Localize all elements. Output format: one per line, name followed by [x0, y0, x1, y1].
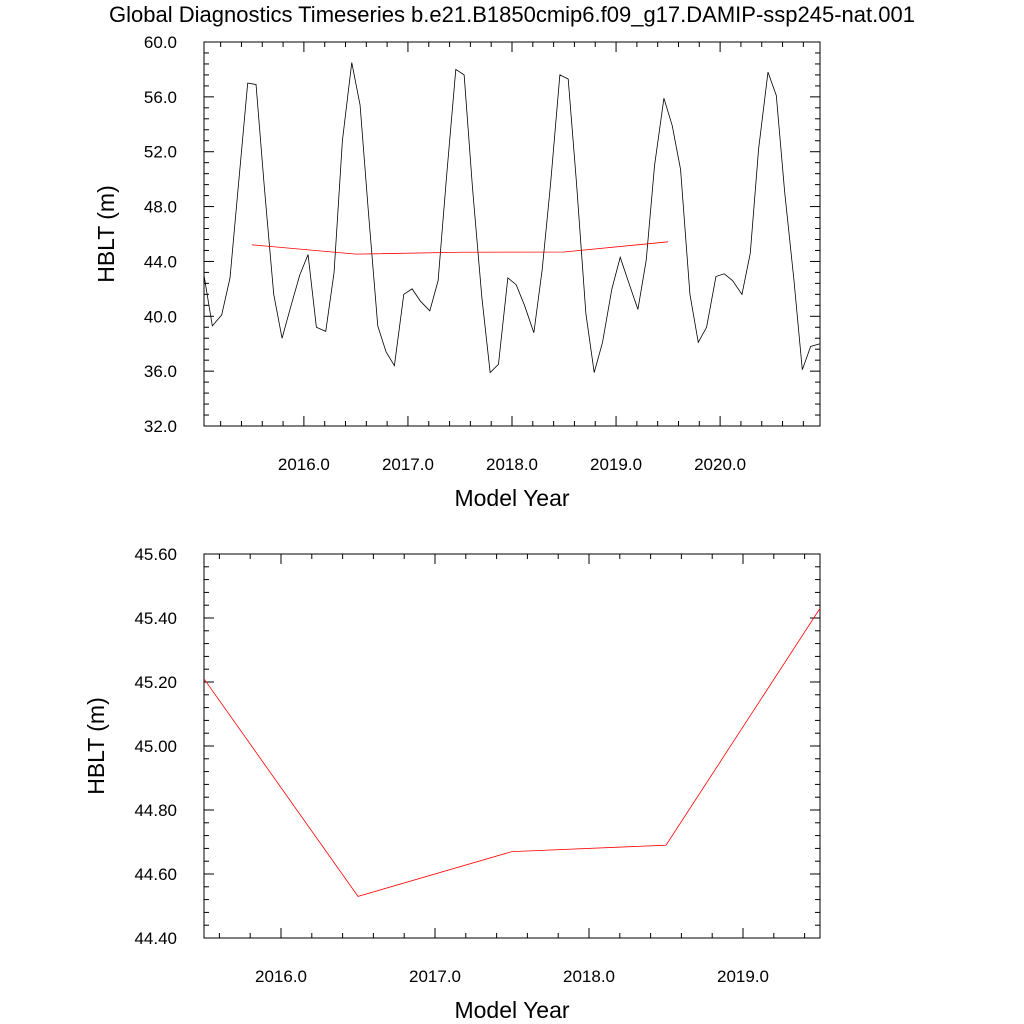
x-tick-label: 2018.0	[563, 967, 615, 986]
x-tick-label: 2016.0	[278, 455, 330, 474]
y-tick-label: 56.0	[144, 88, 177, 107]
x-tick-label: 2018.0	[486, 455, 538, 474]
y-tick-label: 45.60	[134, 545, 177, 564]
y-tick-label: 60.0	[144, 33, 177, 52]
x-tick-label: 2019.0	[590, 455, 642, 474]
x-axis-title: Model Year	[454, 997, 569, 1023]
plot-frame	[203, 553, 821, 939]
y-tick-label: 44.60	[134, 865, 177, 884]
y-tick-label: 45.20	[134, 673, 177, 692]
y-tick-label: 44.40	[134, 929, 177, 948]
y-tick-label: 48.0	[144, 198, 177, 217]
y-tick-label: 45.00	[134, 737, 177, 756]
series-1	[251, 241, 669, 255]
series-line	[203, 608, 821, 897]
plot-frame	[203, 41, 821, 427]
series-0	[203, 608, 821, 897]
x-tick-label: 2019.0	[717, 967, 769, 986]
y-tick-label: 44.80	[134, 801, 177, 820]
y-tick-label: 52.0	[144, 143, 177, 162]
timeseries-plot-bottom: 44.40 44.60 44.80 45.00 45.20 45.40 45.60 2016.…	[83, 545, 821, 1023]
x-tick-label: 2020.0	[694, 455, 746, 474]
page-title: Global Diagnostics Timeseries b.e21.B185…	[109, 2, 915, 27]
x-tick-label: 2016.0	[255, 967, 307, 986]
series-0	[203, 62, 821, 374]
x-axis-title: Model Year	[454, 485, 569, 511]
series-line	[251, 241, 669, 255]
x-tick-label: 2017.0	[409, 967, 461, 986]
series-line	[203, 62, 821, 374]
y-tick-label: 40.0	[144, 307, 177, 326]
y-tick-label: 44.0	[144, 252, 177, 271]
y-tick-label: 32.0	[144, 417, 177, 436]
y-axis-title: HBLT (m)	[83, 697, 109, 795]
y-tick-label: 36.0	[144, 362, 177, 381]
x-tick-label: 2017.0	[382, 455, 434, 474]
timeseries-plot-top: 32.0 36.0 40.0 44.0 48.0 52.0 56.0 60.0 2016.0 20…	[93, 33, 821, 511]
y-axis-title: HBLT (m)	[93, 185, 119, 283]
y-tick-label: 45.40	[134, 609, 177, 628]
